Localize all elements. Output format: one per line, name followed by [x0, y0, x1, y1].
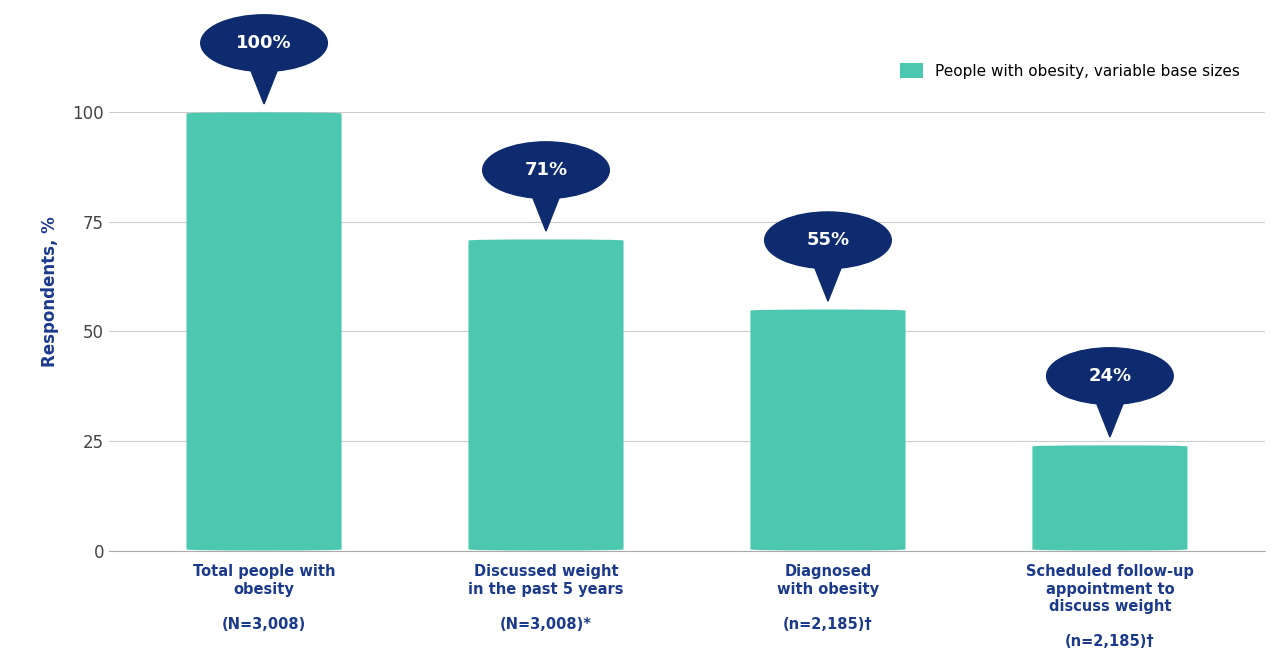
Circle shape [1047, 348, 1174, 404]
Legend: People with obesity, variable base sizes: People with obesity, variable base sizes [893, 56, 1245, 85]
Text: 100%: 100% [237, 34, 292, 52]
Text: 71%: 71% [525, 161, 567, 179]
FancyBboxPatch shape [1033, 446, 1188, 550]
FancyBboxPatch shape [187, 112, 342, 550]
Polygon shape [529, 186, 564, 231]
Y-axis label: Respondents, %: Respondents, % [41, 216, 59, 367]
Text: 55%: 55% [806, 231, 850, 249]
FancyBboxPatch shape [750, 309, 905, 550]
Circle shape [483, 142, 609, 199]
Polygon shape [1092, 392, 1128, 437]
FancyBboxPatch shape [468, 240, 623, 550]
Polygon shape [246, 58, 282, 104]
Polygon shape [810, 256, 846, 301]
Text: 24%: 24% [1088, 367, 1132, 385]
Circle shape [201, 15, 328, 72]
Circle shape [764, 212, 891, 268]
